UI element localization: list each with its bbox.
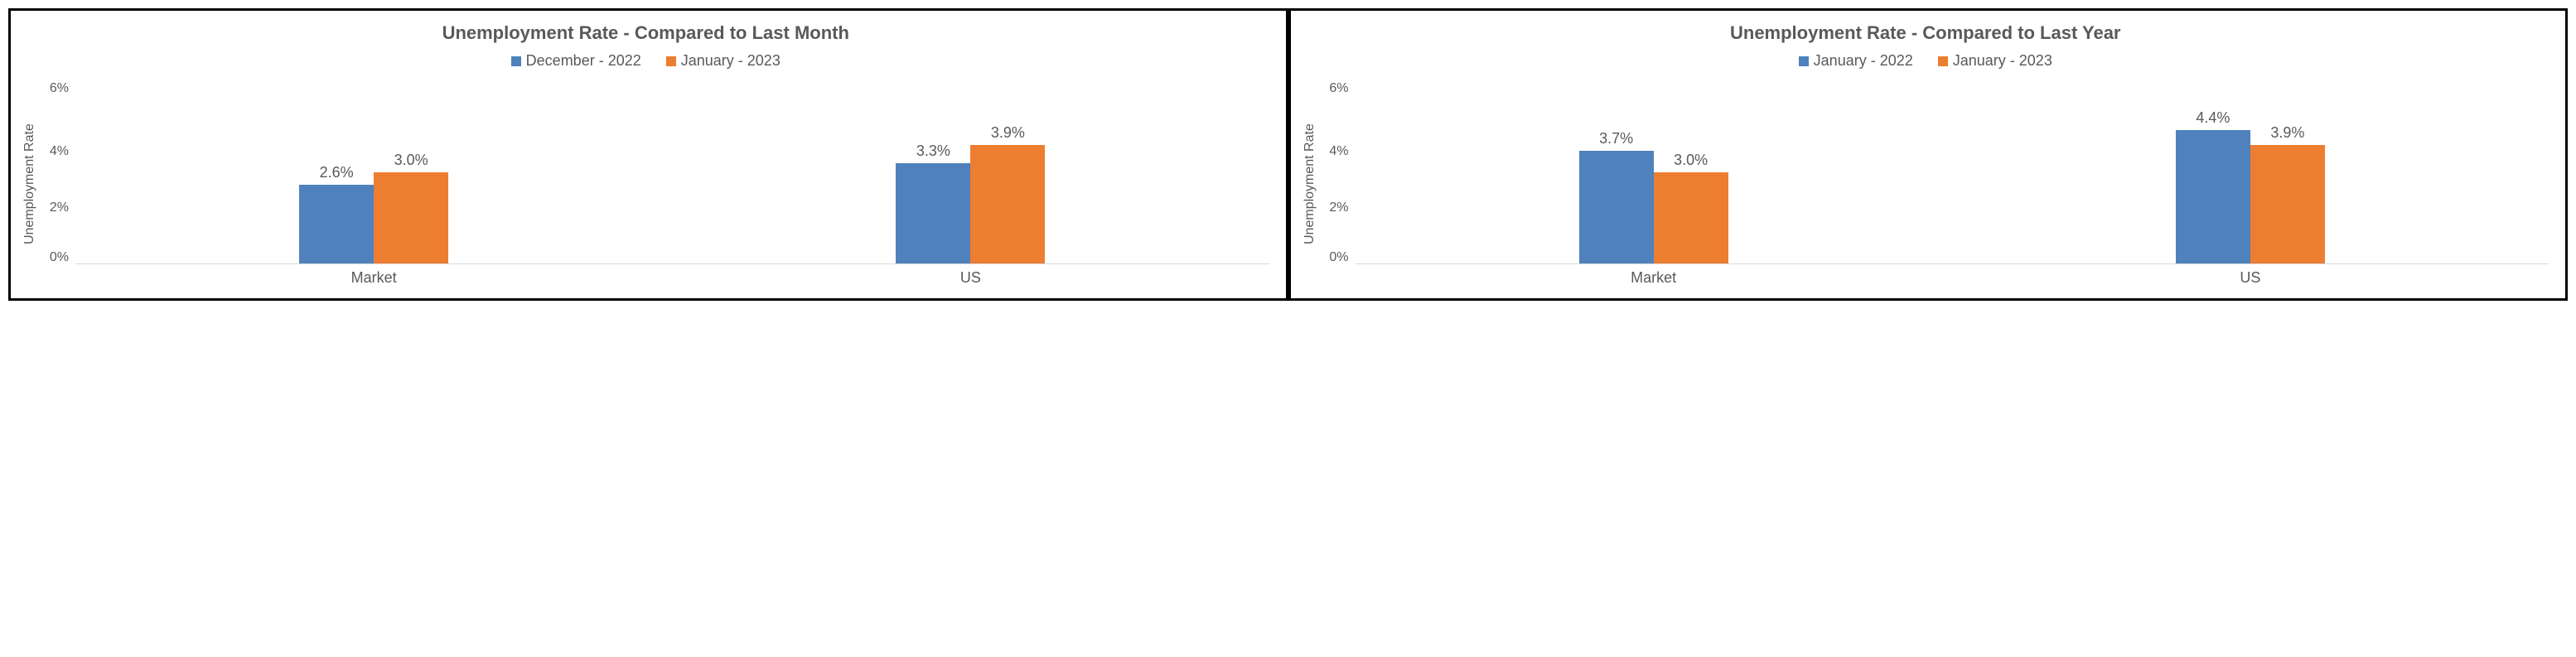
bar [2176, 130, 2250, 263]
bar-value-label: 2.6% [320, 164, 354, 181]
chart-title: Unemployment Rate - Compared to Last Yea… [1302, 22, 2549, 44]
legend-item: January - 2023 [1938, 52, 2052, 70]
y-tick-label: 2% [1321, 201, 1349, 215]
bar [299, 185, 374, 263]
y-tick-label: 2% [41, 201, 69, 215]
bar-value-label: 3.9% [991, 124, 1025, 142]
y-tick-label: 6% [41, 82, 69, 95]
y-tick-label: 0% [1321, 251, 1349, 264]
x-axis: MarketUS [75, 269, 1269, 287]
chart-body: Unemployment Rate 6% 4% 2% 0% 3.7% 3.0% 4.4% 3.9… [1302, 82, 2549, 287]
bar-wrap: 3.9% [2250, 124, 2325, 263]
bar-value-label: 4.4% [2196, 109, 2230, 127]
legend-swatch [1799, 56, 1809, 66]
chart-panel: Unemployment Rate - Compared to Last Mon… [8, 8, 1288, 301]
y-tick-label: 4% [41, 145, 69, 158]
bar-wrap: 3.3% [896, 143, 970, 263]
x-category-label: US [1952, 269, 2549, 287]
legend-item: January - 2022 [1799, 52, 1913, 70]
y-tick-label: 6% [1321, 82, 1349, 95]
plot-area: 2.6% 3.0% 3.3% 3.9% [75, 82, 1269, 264]
bar-wrap: 4.4% [2176, 109, 2250, 263]
legend: January - 2022 January - 2023 [1302, 52, 2549, 70]
chart-body: Unemployment Rate 6% 4% 2% 0% 2.6% 3.0% 3.3% 3.9… [22, 82, 1269, 287]
legend-label: January - 2023 [1953, 52, 2052, 70]
bar-group: 2.6% 3.0% [75, 82, 672, 263]
legend-label: December - 2022 [526, 52, 641, 70]
x-axis: MarketUS [1356, 269, 2549, 287]
chart-title: Unemployment Rate - Compared to Last Mon… [22, 22, 1269, 44]
bar [2250, 145, 2325, 263]
bar-group: 4.4% 3.9% [1952, 82, 2549, 263]
legend: December - 2022 January - 2023 [22, 52, 1269, 70]
bar [1579, 151, 1654, 263]
bar [896, 163, 970, 263]
bar [374, 172, 448, 263]
bar-wrap: 3.7% [1579, 130, 1654, 263]
bar-value-label: 3.0% [1674, 152, 1708, 169]
legend-swatch [1938, 56, 1948, 66]
bar-wrap: 3.0% [374, 152, 448, 263]
legend-item: January - 2023 [666, 52, 781, 70]
bar-value-label: 3.3% [916, 143, 950, 160]
bar [1654, 172, 1728, 263]
bar-wrap: 3.9% [970, 124, 1045, 263]
legend-label: January - 2022 [1814, 52, 1913, 70]
bar-wrap: 2.6% [299, 164, 374, 263]
y-axis-label: Unemployment Rate [22, 82, 37, 287]
legend-label: January - 2023 [681, 52, 781, 70]
chart-panel: Unemployment Rate - Compared to Last Yea… [1288, 8, 2569, 301]
x-category-label: Market [75, 269, 672, 287]
x-category-label: Market [1356, 269, 1952, 287]
x-category-label: US [672, 269, 1269, 287]
y-tick-label: 4% [1321, 145, 1349, 158]
legend-swatch [511, 56, 521, 66]
y-tick-label: 0% [41, 251, 69, 264]
y-axis-label: Unemployment Rate [1302, 82, 1317, 287]
y-ticks: 6% 4% 2% 0% [1321, 82, 1356, 264]
bar-value-label: 3.7% [1599, 130, 1633, 147]
y-ticks: 6% 4% 2% 0% [41, 82, 75, 264]
bar-value-label: 3.9% [2270, 124, 2304, 142]
plot-area: 3.7% 3.0% 4.4% 3.9% [1356, 82, 2549, 264]
legend-item: December - 2022 [511, 52, 641, 70]
bar-group: 3.7% 3.0% [1356, 82, 1952, 263]
legend-swatch [666, 56, 676, 66]
bar [970, 145, 1045, 263]
bar-value-label: 3.0% [394, 152, 428, 169]
bar-group: 3.3% 3.9% [672, 82, 1269, 263]
bar-wrap: 3.0% [1654, 152, 1728, 263]
